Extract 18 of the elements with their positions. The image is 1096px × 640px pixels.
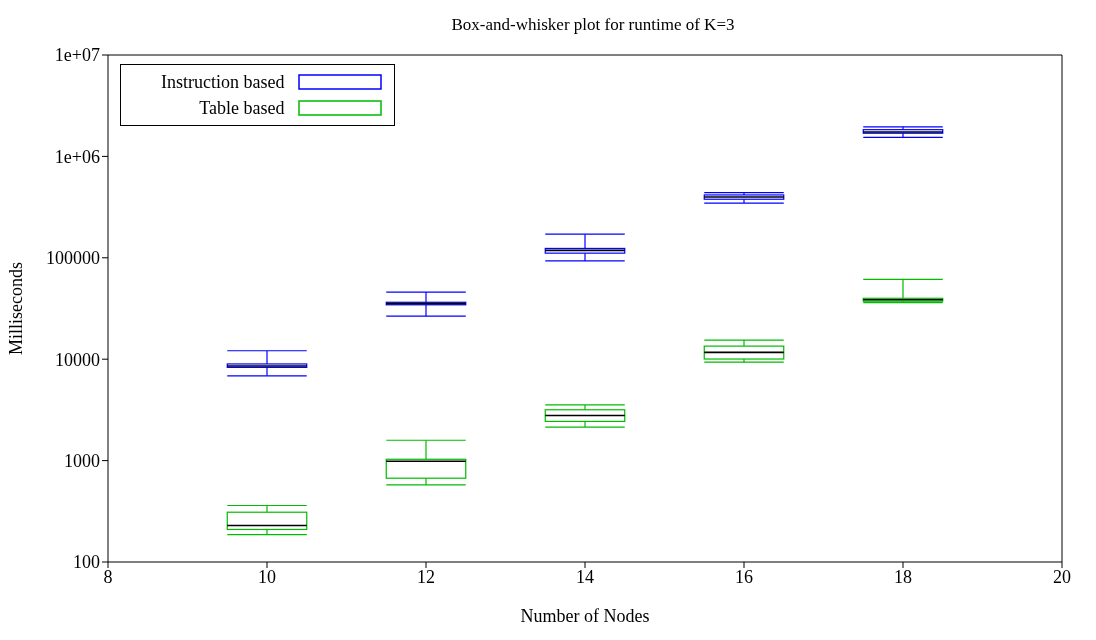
x-tick-label: 8 <box>103 566 113 587</box>
y-tick-label: 100000 <box>46 248 100 269</box>
chart-title: Box-and-whisker plot for runtime of K=3 <box>450 14 736 36</box>
x-tick-label: 10 <box>258 566 276 587</box>
x-tick-label: 12 <box>417 566 435 587</box>
x-tick-label: 20 <box>1053 566 1071 587</box>
y-tick-label: 10000 <box>55 349 100 370</box>
x-tick-label: 14 <box>576 566 594 587</box>
y-axis-title: Milliseconds <box>6 262 27 355</box>
legend-label: Table based <box>199 97 285 119</box>
y-tick-label: 100 <box>73 552 100 573</box>
x-tick-label: 18 <box>894 566 912 587</box>
x-axis-title: Number of Nodes <box>520 606 650 626</box>
legend-label: Instruction based <box>161 71 285 93</box>
x-tick-label: 16 <box>735 566 753 587</box>
y-tick-label: 1e+07 <box>54 45 100 66</box>
y-tick-label: 1e+06 <box>54 146 100 167</box>
y-tick-label: 1000 <box>64 450 100 471</box>
